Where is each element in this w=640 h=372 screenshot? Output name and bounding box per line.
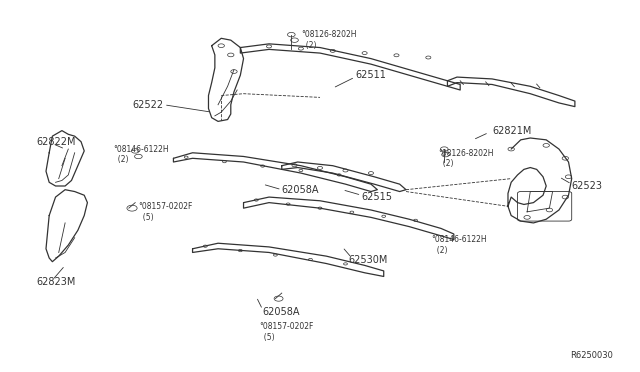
Text: 62823M: 62823M (36, 277, 76, 287)
Text: 62058A: 62058A (262, 307, 300, 317)
Text: 62822M: 62822M (36, 137, 76, 147)
Text: R6250030: R6250030 (570, 351, 613, 360)
Text: °08157-0202F
  (5): °08157-0202F (5) (259, 322, 314, 341)
Text: 62515: 62515 (362, 192, 392, 202)
Text: °08126-8202H
  (2): °08126-8202H (2) (438, 148, 493, 168)
Text: 62530M: 62530M (349, 255, 388, 265)
Text: 62511: 62511 (355, 70, 386, 80)
Text: °08146-6122H
  (2): °08146-6122H (2) (113, 145, 168, 164)
Text: °08146-6122H
  (2): °08146-6122H (2) (431, 235, 487, 255)
Text: °08157-0202F
  (5): °08157-0202F (5) (138, 202, 193, 222)
Text: °08126-8202H
  (2): °08126-8202H (2) (301, 31, 356, 50)
Text: 62523: 62523 (572, 181, 603, 191)
Text: 62058A: 62058A (282, 185, 319, 195)
Text: 62522: 62522 (132, 100, 164, 110)
Text: 62821M: 62821M (492, 126, 531, 136)
